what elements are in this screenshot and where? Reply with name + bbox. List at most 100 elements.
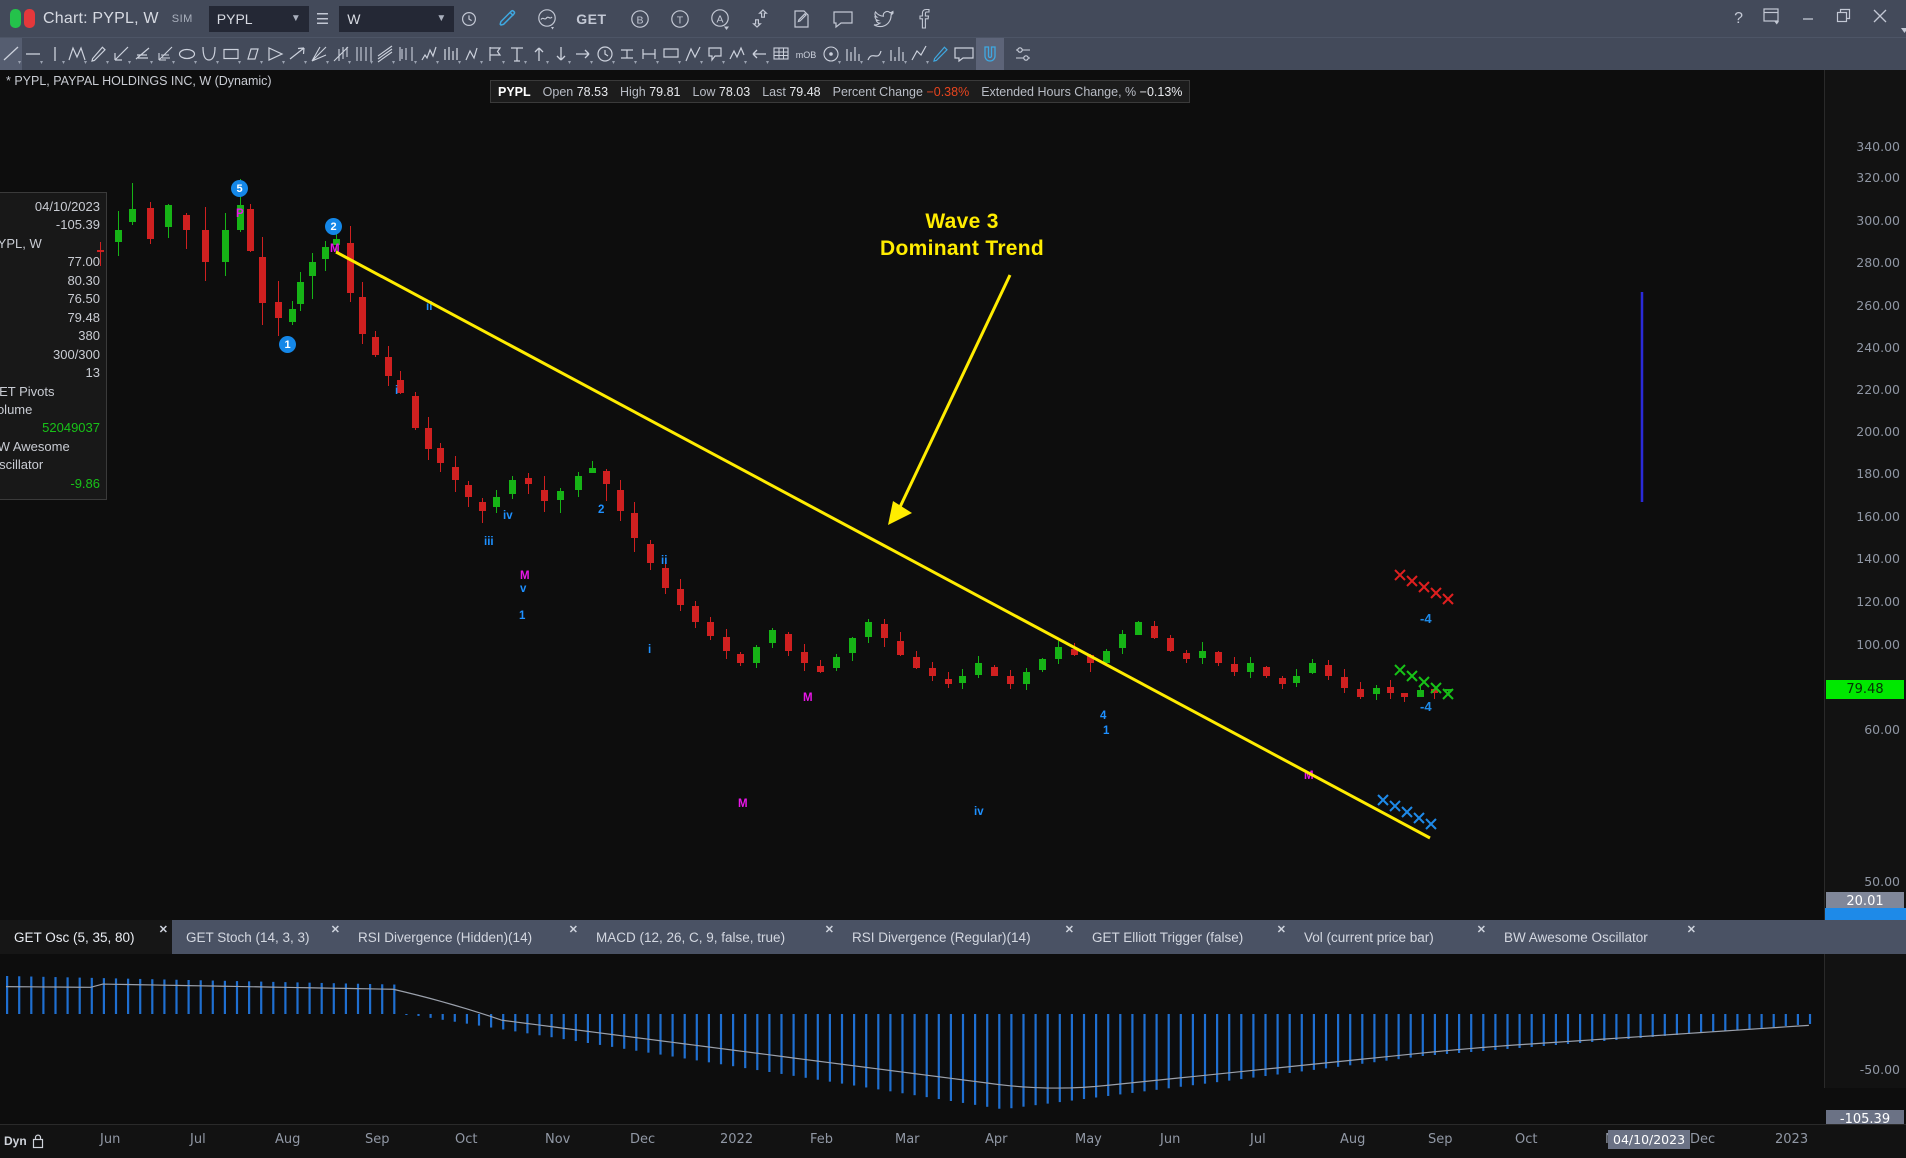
comment-icon[interactable]	[831, 6, 855, 32]
dyn-label[interactable]: Dyn	[4, 1133, 45, 1149]
indicator-tab-bar[interactable]: GET Osc (5, 35, 80) ✕ GET Stoch (14, 3, 3)…	[0, 920, 1906, 954]
indicator-tab[interactable]: GET Elliott Trigger (false) ✕	[1078, 920, 1290, 954]
text-tool[interactable]: ▾	[506, 38, 528, 71]
settings-tool[interactable]	[1012, 38, 1034, 71]
indicator-tab[interactable]: GET Stoch (14, 3, 3) ✕	[172, 920, 344, 954]
trendline-tool[interactable]: ▾	[0, 37, 22, 71]
interval-select-value: W	[347, 10, 361, 27]
chart-area[interactable]: * PYPL, PAYPAL HOLDINGS INC, W (Dynamic)…	[0, 70, 1906, 1158]
ruler-tool[interactable]: ▾	[886, 38, 908, 71]
andrews-pitchfork-tool[interactable]: ▾	[330, 38, 352, 71]
indicator-tab[interactable]: MACD (12, 26, C, 9, false, true) ✕	[582, 920, 838, 954]
indicator-tab[interactable]: RSI Divergence (Regular)(14) ✕	[838, 920, 1078, 954]
get-icon[interactable]: GET	[576, 6, 1906, 33]
fib-retracement-tool[interactable]: ▾	[132, 38, 154, 71]
fib-timezone-tool[interactable]: ▾	[396, 38, 418, 71]
bars-pattern-tool[interactable]: ▾	[440, 38, 462, 71]
price-axis[interactable]: 340.00 320.00 300.00 280.00 260.00 240.00 220.…	[1824, 70, 1906, 1129]
close-icon[interactable]: ✕	[1476, 924, 1486, 936]
wave3-annotation: Wave 3 Dominant Trend	[880, 208, 1044, 263]
arrow-up-tool[interactable]: ▾	[528, 38, 550, 71]
osc-bar	[260, 981, 263, 1014]
twitter-icon[interactable]	[873, 6, 895, 32]
pencil-tool[interactable]: ▾	[88, 38, 110, 71]
dot-tool[interactable]: ▾	[820, 38, 842, 71]
bar-style-icon[interactable]: B	[629, 6, 651, 32]
arrow-tool[interactable]: ▾	[286, 38, 308, 71]
get-oscillator-pane[interactable]	[0, 954, 1824, 1124]
restore-icon[interactable]	[1836, 8, 1852, 29]
triangle-tool[interactable]: ▾	[264, 38, 286, 71]
arrow-down-tool[interactable]: ▾	[110, 38, 132, 71]
osc-bar	[163, 979, 166, 1014]
price-pane[interactable]: * PYPL, PAYPAL HOLDINGS INC, W (Dynamic)…	[0, 70, 1824, 840]
rectangle-tool[interactable]: ▾	[220, 38, 242, 71]
candle	[165, 70, 172, 840]
close-icon[interactable]: ✕	[158, 924, 168, 936]
candle	[975, 70, 982, 840]
horizontal-line-tool[interactable]: ▾	[26, 53, 43, 66]
close-icon[interactable]: ✕	[1276, 924, 1286, 936]
fib-fan-tool[interactable]: ▾	[154, 38, 176, 71]
help-icon[interactable]: ?	[1734, 9, 1743, 27]
x-marker	[1413, 812, 1425, 824]
close-icon[interactable]: ✕	[1686, 924, 1696, 936]
price-range-tool[interactable]: ▾	[616, 38, 638, 71]
indicator-tab[interactable]: BW Awesome Oscillator ✕	[1490, 920, 1700, 954]
vertical-line-tool[interactable]: ▾	[54, 47, 65, 66]
osc-bar	[865, 1014, 868, 1088]
clock-tool[interactable]: ▾	[594, 38, 616, 71]
indicator-tab-label: GET Osc (5, 35, 80)	[14, 929, 135, 945]
magnet-tool[interactable]	[976, 37, 1004, 71]
label-tool[interactable]: ▾	[660, 38, 682, 71]
close-icon[interactable]: ✕	[330, 924, 340, 936]
facebook-icon[interactable]	[913, 6, 935, 32]
note-tool[interactable]	[952, 38, 976, 71]
indicator-icon[interactable]	[536, 6, 558, 32]
arrow-left-tool[interactable]: ▾	[748, 38, 770, 71]
zigzag-tool[interactable]: ▾	[66, 38, 88, 71]
arrow-down2-tool[interactable]: ▾	[550, 38, 572, 71]
close-icon[interactable]: ✕	[824, 924, 834, 936]
layout-icon[interactable]	[1763, 7, 1780, 30]
alert-icon[interactable]: A	[709, 6, 731, 32]
date-range-tool[interactable]: ▾	[638, 38, 660, 71]
flag-tool[interactable]: ▾	[484, 38, 506, 71]
close-icon[interactable]: ✕	[568, 924, 578, 936]
spiral-tool[interactable]: ▾	[864, 38, 886, 71]
app-logo	[10, 9, 35, 28]
regression-channel-tool[interactable]: ▾	[374, 38, 396, 71]
indicator-tab[interactable]: Vol (current price bar) ✕	[1290, 920, 1490, 954]
gann-box-tool[interactable]: ▾	[682, 38, 704, 71]
compare-icon[interactable]	[749, 6, 773, 32]
parabola-tool[interactable]: ▾	[198, 38, 220, 71]
indicator-tab[interactable]: RSI Divergence (Hidden)(14) ✕	[344, 920, 582, 954]
mob-tool[interactable]: mOB	[792, 38, 820, 71]
eraser-tool[interactable]	[930, 38, 952, 71]
elliott-wave-tool[interactable]: ▾	[418, 38, 440, 71]
close-icon[interactable]	[1872, 8, 1888, 29]
arrow-right-tool[interactable]: ▾	[572, 38, 594, 71]
close-icon[interactable]: ✕	[1064, 924, 1074, 936]
xabcd-tool[interactable]: ▾	[462, 38, 484, 71]
measure-tool[interactable]: ▾	[908, 38, 930, 71]
indicator-tab[interactable]: GET Osc (5, 35, 80) ✕	[0, 920, 172, 954]
date-axis[interactable]: Dyn Jun Jul Aug Sep Oct Nov Dec 2022 Feb Mar Apr Ma…	[0, 1124, 1906, 1158]
menu-icon[interactable]: ☰	[315, 10, 330, 28]
symbol-select[interactable]: PYPL ▼	[208, 5, 309, 32]
abcd-tool[interactable]: ▾	[726, 38, 748, 71]
gann-fan-tool[interactable]: ▾	[308, 38, 330, 71]
cycle-lines-tool[interactable]: ▾	[352, 38, 374, 71]
pitchfan-tool[interactable]: ▾	[842, 38, 864, 71]
candle	[1151, 70, 1158, 840]
parallelogram-tool[interactable]: ▾	[242, 38, 264, 71]
table-tool[interactable]	[770, 38, 792, 71]
edit-doc-icon[interactable]	[791, 6, 813, 32]
pencil-icon[interactable]	[497, 6, 518, 32]
interval-select[interactable]: W ▼	[339, 5, 455, 32]
clock-icon[interactable]	[461, 6, 477, 32]
minimize-icon[interactable]	[1800, 8, 1816, 29]
text-icon[interactable]: T	[669, 6, 691, 32]
balloon-tool[interactable]: ▾	[704, 38, 726, 71]
ellipse-tool[interactable]: ▾	[176, 38, 198, 71]
